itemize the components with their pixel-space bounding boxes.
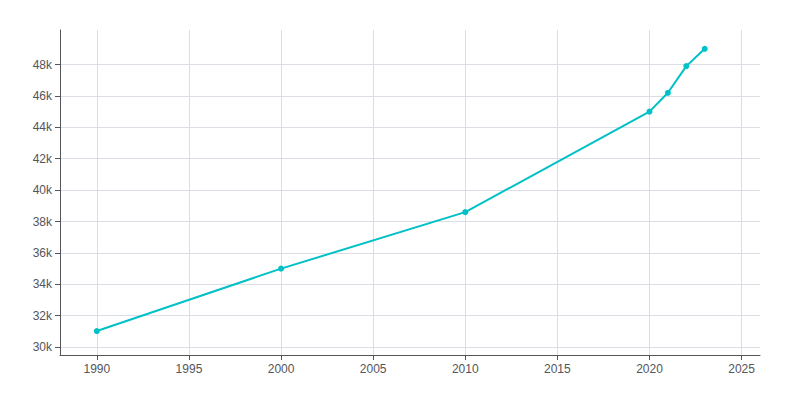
svg-text:42k: 42k bbox=[33, 152, 53, 166]
svg-text:30k: 30k bbox=[33, 340, 53, 354]
svg-text:44k: 44k bbox=[33, 120, 53, 134]
svg-text:2015: 2015 bbox=[544, 362, 571, 376]
svg-text:40k: 40k bbox=[33, 183, 53, 197]
svg-text:1995: 1995 bbox=[176, 362, 203, 376]
svg-text:46k: 46k bbox=[33, 89, 53, 103]
svg-text:2010: 2010 bbox=[452, 362, 479, 376]
svg-text:2000: 2000 bbox=[268, 362, 295, 376]
svg-text:2025: 2025 bbox=[728, 362, 755, 376]
svg-text:32k: 32k bbox=[33, 309, 53, 323]
svg-text:36k: 36k bbox=[33, 246, 53, 260]
svg-text:34k: 34k bbox=[33, 277, 53, 291]
svg-text:2005: 2005 bbox=[360, 362, 387, 376]
svg-text:48k: 48k bbox=[33, 58, 53, 72]
svg-text:1990: 1990 bbox=[83, 362, 110, 376]
svg-text:2020: 2020 bbox=[636, 362, 663, 376]
svg-text:38k: 38k bbox=[33, 215, 53, 229]
